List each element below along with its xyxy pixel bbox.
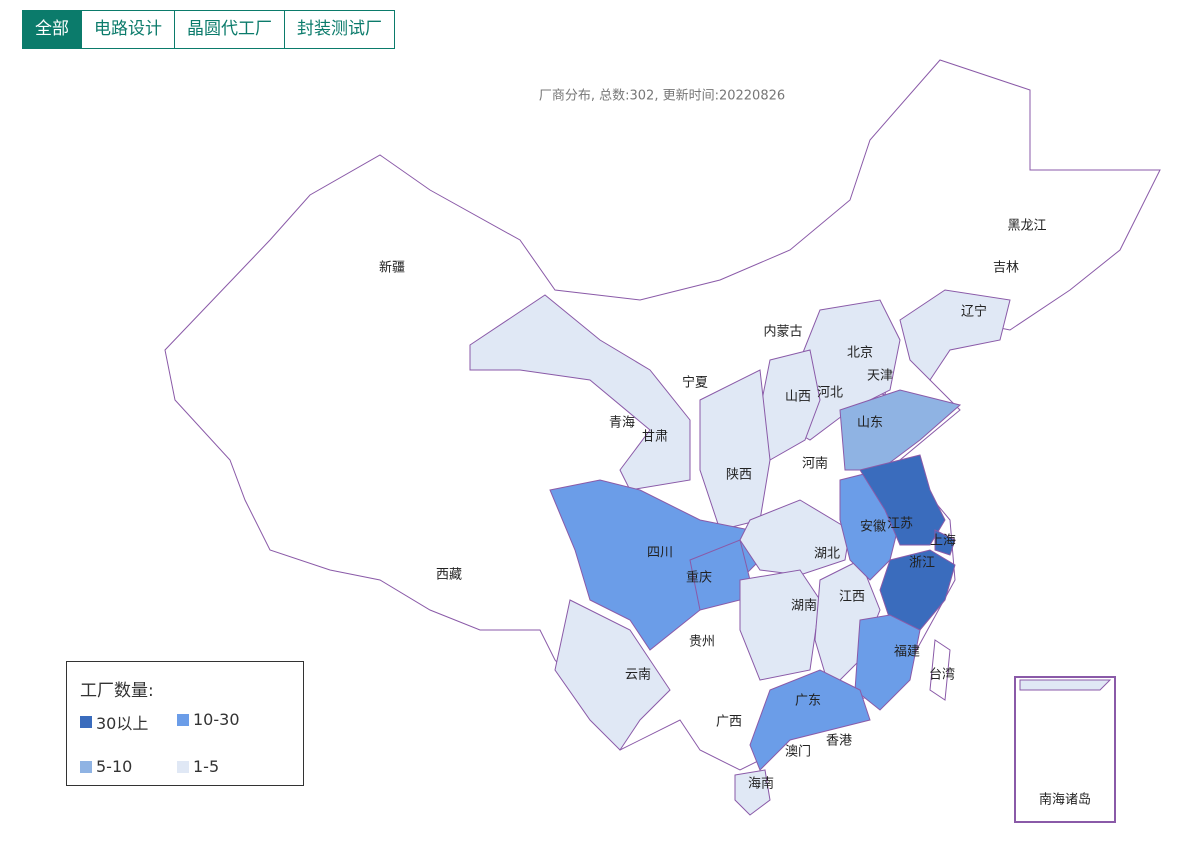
south-sea-inset [1014,676,1116,823]
province-shape [839,389,962,471]
legend-item: 10-30 [177,710,240,729]
province-label: 青海 [609,416,635,431]
province-label: 江苏 [887,516,913,532]
legend-swatch [80,716,92,728]
province-label: 海南 [748,776,774,792]
province-shape [879,549,956,631]
province-label: 福建 [894,645,920,660]
province-label: 澳门 [785,744,811,760]
province-label: 四川 [647,546,673,561]
province-label: 新疆 [379,260,405,276]
south-sea-label: 南海诸岛 [1039,792,1091,808]
legend-swatch [80,760,92,773]
legend-label: 1-5 [193,757,220,776]
provinces [469,289,1011,816]
inset-shape [1019,679,1112,691]
province-label: 宁夏 [682,375,708,391]
province-label: 浙江 [909,556,935,571]
province-label: 上海 [930,534,956,549]
tab[interactable]: 全部 [23,11,81,48]
taiwan-outline [929,639,951,701]
legend-item: 1-5 [177,757,219,776]
legend-item: 30以上 [80,710,148,734]
legend-title: 工厂数量: [80,681,154,701]
province-label: 北京 [847,346,873,361]
province-label: 河北 [817,386,843,401]
province-label: 吉林 [993,261,1019,276]
province-shape [554,599,671,751]
province-label: 台湾 [929,667,955,683]
legend-label: 5-10 [96,757,133,776]
province-label: 湖南 [791,598,817,614]
province-shape [899,289,1011,381]
legend-item: 5-10 [80,757,132,776]
province-shape [749,669,871,771]
province-label: 黑龙江 [1007,219,1046,234]
province-shape [734,769,771,816]
province-label: 江西 [839,590,865,605]
province-label: 辽宁 [961,304,987,320]
legend-swatch [177,760,189,773]
province-label: 甘肃 [642,430,668,445]
tab[interactable]: 电路设计 [81,11,174,48]
province-label: 湖北 [814,547,840,562]
province-shape [934,529,956,556]
map-subtitle: 厂商分布, 总数:302, 更新时间:20220826 [539,88,785,104]
province-label: 安徽 [860,520,886,535]
legend-swatch [177,713,189,726]
province-shape [739,569,821,681]
province-label: 香港 [826,734,852,749]
province-label: 山西 [785,390,811,405]
province-shape [854,614,921,711]
legend: 工厂数量: 30以上 10-30 5-10 1-5 [66,661,304,786]
province-label: 河南 [802,456,828,472]
province-shape [739,499,851,576]
legend-label: 30以上 [96,714,149,733]
province-label: 贵州 [689,635,715,650]
province-label: 西藏 [436,568,462,583]
province-label: 陕西 [726,468,752,483]
province-label: 广西 [716,715,742,730]
province-label: 山东 [857,416,883,431]
tab-bar: 全部 电路设计 晶圆代工厂 封装测试厂 [22,10,395,49]
tab[interactable]: 封装测试厂 [284,11,394,48]
province-label: 重庆 [686,570,712,586]
province-label: 广东 [795,694,821,709]
province-label: 天津 [867,369,893,384]
tab[interactable]: 晶圆代工厂 [174,11,284,48]
province-label: 云南 [625,667,651,683]
province-label: 内蒙古 [763,324,802,340]
legend-label: 10-30 [193,710,240,729]
